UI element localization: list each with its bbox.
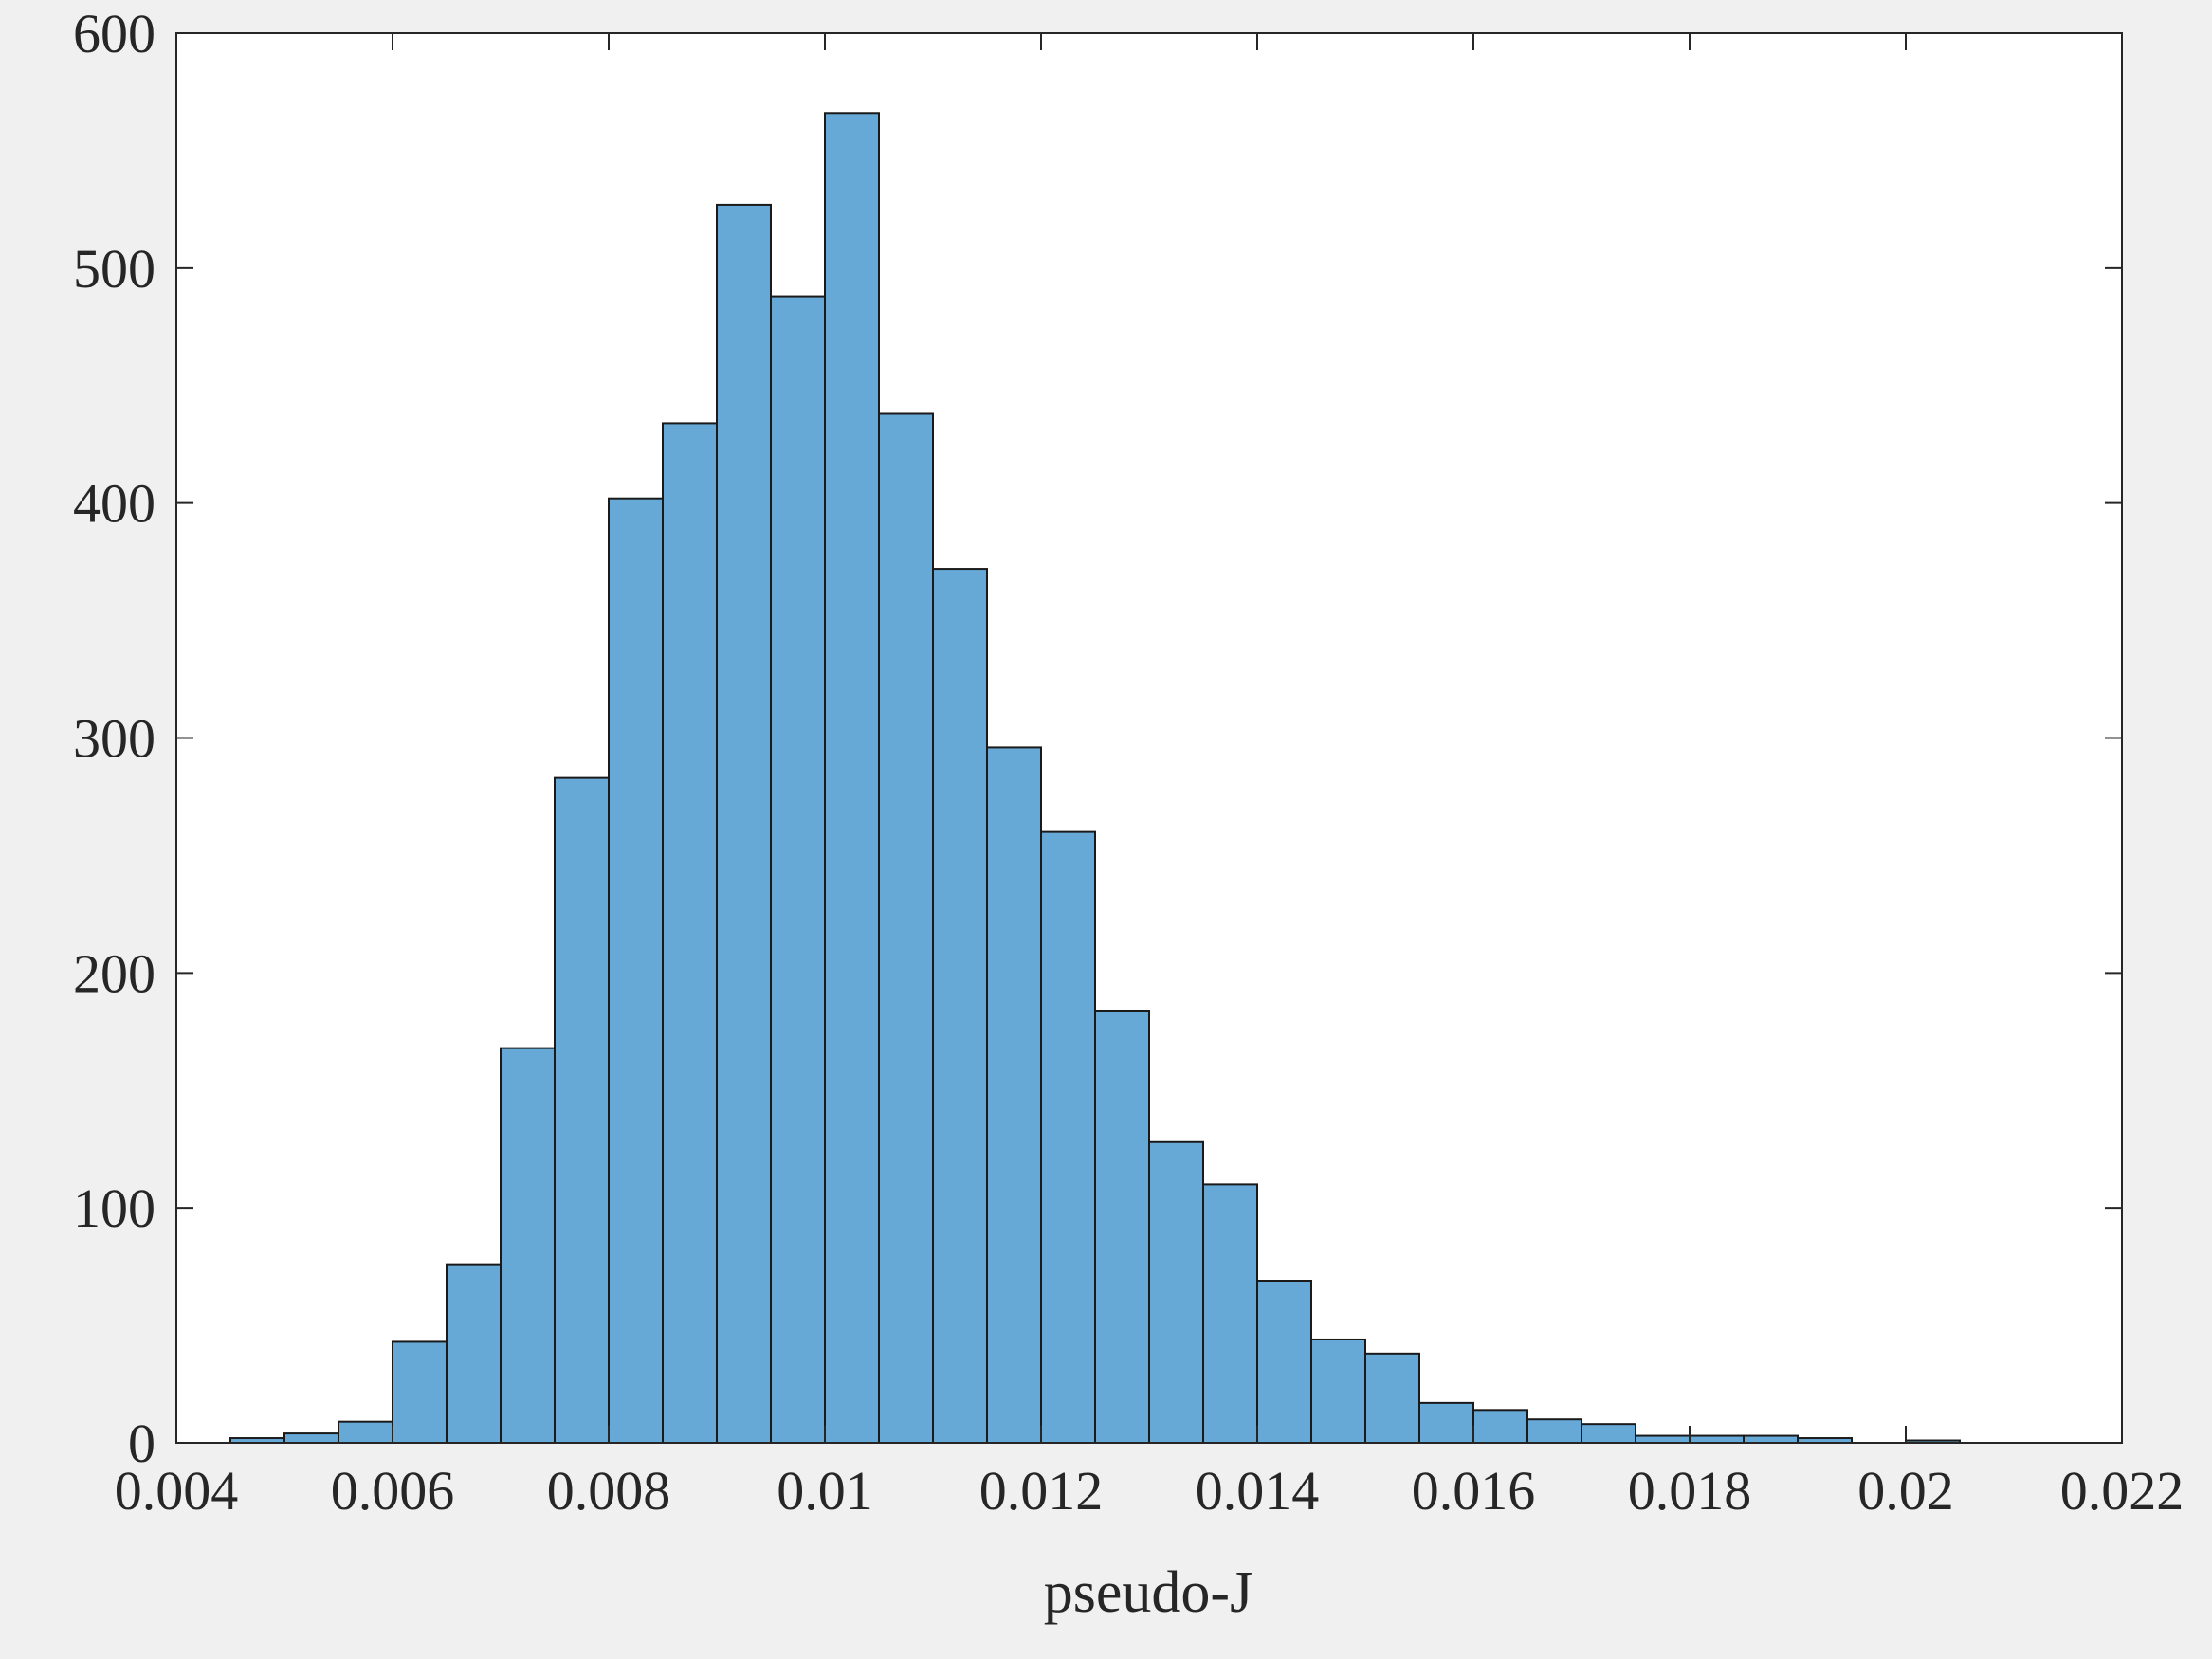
y-tick-label: 200 bbox=[73, 942, 155, 1004]
histogram-bar bbox=[446, 1263, 502, 1444]
histogram-bar bbox=[1526, 1418, 1582, 1445]
histogram-bar bbox=[1635, 1434, 1691, 1444]
histogram-bar bbox=[878, 412, 934, 1444]
histogram-bar bbox=[986, 746, 1042, 1444]
histogram-bar bbox=[1202, 1183, 1258, 1444]
histogram-bar bbox=[500, 1047, 556, 1444]
histogram-bar bbox=[608, 497, 664, 1444]
x-tick-label: 0.004 bbox=[115, 1460, 239, 1522]
y-tick-label: 100 bbox=[73, 1177, 155, 1239]
x-tick-label: 0.014 bbox=[1196, 1460, 1320, 1522]
y-tick-label: 600 bbox=[73, 3, 155, 64]
x-tick-label: 0.008 bbox=[547, 1460, 671, 1522]
bars-layer bbox=[229, 112, 1961, 1445]
y-tick-label: 400 bbox=[73, 473, 155, 535]
histogram-bar bbox=[1256, 1279, 1312, 1444]
x-axis-title: pseudo-J bbox=[1044, 1560, 1252, 1625]
x-tick-labels: 0.004 0.006 0.008 0.01 0.012 0.014 0.016 0.018 0… bbox=[115, 1460, 2185, 1522]
histogram-bar bbox=[1310, 1338, 1366, 1445]
x-tick-label: 0.006 bbox=[331, 1460, 455, 1522]
x-tick-label: 0.012 bbox=[979, 1460, 1104, 1522]
histogram-bar bbox=[554, 776, 610, 1444]
histogram-bar bbox=[1689, 1434, 1745, 1444]
histogram-bar bbox=[392, 1340, 448, 1444]
histogram-bar bbox=[1418, 1401, 1474, 1444]
x-tick-label: 0.016 bbox=[1412, 1460, 1536, 1522]
histogram-bar bbox=[1581, 1423, 1636, 1445]
histogram-bar bbox=[824, 112, 880, 1445]
histogram-bar bbox=[1094, 1009, 1150, 1445]
y-tick-label: 300 bbox=[73, 708, 155, 770]
x-tick-label: 0.02 bbox=[1857, 1460, 1954, 1522]
y-tick-label: 500 bbox=[73, 238, 155, 300]
histogram-bar bbox=[662, 422, 718, 1444]
histogram-bar bbox=[283, 1432, 339, 1445]
x-tick-label: 0.018 bbox=[1628, 1460, 1752, 1522]
histogram-bar bbox=[1040, 830, 1096, 1444]
y-tick-labels: 0 100 200 300 400 500 600 bbox=[73, 3, 155, 1474]
x-tick-label: 0.01 bbox=[777, 1460, 873, 1522]
histogram-bar bbox=[716, 203, 772, 1444]
histogram-bar bbox=[1364, 1352, 1420, 1445]
y-tick-label: 0 bbox=[128, 1413, 155, 1474]
histogram-bar bbox=[1148, 1140, 1204, 1444]
histogram-bar bbox=[932, 568, 988, 1444]
histogram-bar bbox=[338, 1420, 393, 1444]
axes-frame bbox=[175, 32, 2123, 1444]
x-tick-label: 0.022 bbox=[2060, 1460, 2185, 1522]
histogram-bar bbox=[1472, 1409, 1528, 1445]
histogram-bar bbox=[770, 295, 826, 1444]
histogram-bar bbox=[1743, 1434, 1799, 1444]
